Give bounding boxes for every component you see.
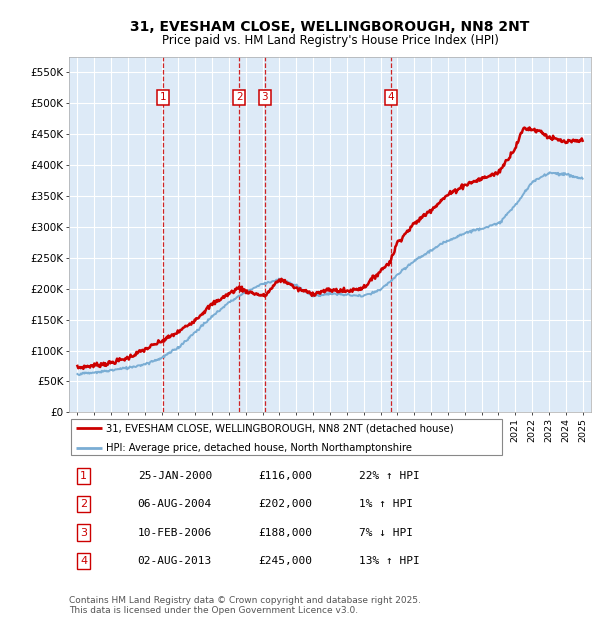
Text: 31, EVESHAM CLOSE, WELLINGBOROUGH, NN8 2NT (detached house): 31, EVESHAM CLOSE, WELLINGBOROUGH, NN8 2… <box>106 423 454 433</box>
Text: 1% ↑ HPI: 1% ↑ HPI <box>359 499 413 510</box>
Text: £116,000: £116,000 <box>258 471 312 481</box>
Text: 06-AUG-2004: 06-AUG-2004 <box>137 499 212 510</box>
Text: 3: 3 <box>80 528 87 538</box>
Text: HPI: Average price, detached house, North Northamptonshire: HPI: Average price, detached house, Nort… <box>106 443 412 453</box>
FancyBboxPatch shape <box>71 420 502 455</box>
Text: 1: 1 <box>80 471 87 481</box>
Text: £188,000: £188,000 <box>258 528 312 538</box>
Text: 4: 4 <box>388 92 394 102</box>
Text: 02-AUG-2013: 02-AUG-2013 <box>137 556 212 566</box>
Text: £245,000: £245,000 <box>258 556 312 566</box>
Text: 2: 2 <box>80 499 88 510</box>
Text: £202,000: £202,000 <box>258 499 312 510</box>
Text: 4: 4 <box>80 556 88 566</box>
Text: 22% ↑ HPI: 22% ↑ HPI <box>359 471 420 481</box>
Text: 2: 2 <box>236 92 242 102</box>
Text: 13% ↑ HPI: 13% ↑ HPI <box>359 556 420 566</box>
Text: 3: 3 <box>262 92 268 102</box>
Text: 25-JAN-2000: 25-JAN-2000 <box>137 471 212 481</box>
Text: 1: 1 <box>160 92 166 102</box>
Text: 10-FEB-2006: 10-FEB-2006 <box>137 528 212 538</box>
Text: Price paid vs. HM Land Registry's House Price Index (HPI): Price paid vs. HM Land Registry's House … <box>161 34 499 47</box>
Text: 31, EVESHAM CLOSE, WELLINGBOROUGH, NN8 2NT: 31, EVESHAM CLOSE, WELLINGBOROUGH, NN8 2… <box>130 20 530 35</box>
Text: Contains HM Land Registry data © Crown copyright and database right 2025.
This d: Contains HM Land Registry data © Crown c… <box>69 596 421 615</box>
Text: 7% ↓ HPI: 7% ↓ HPI <box>359 528 413 538</box>
